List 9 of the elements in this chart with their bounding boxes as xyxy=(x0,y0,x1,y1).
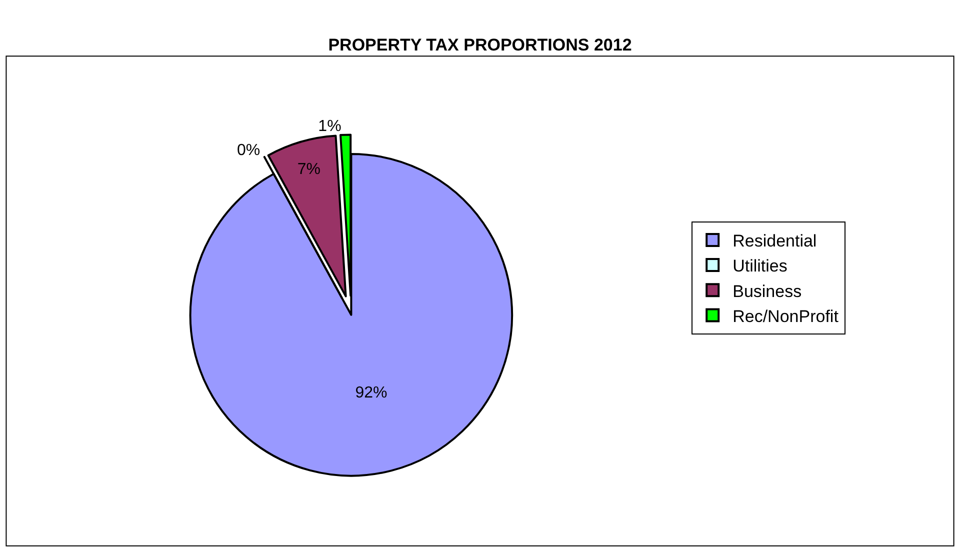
chart-title: PROPERTY TAX PROPORTIONS 2012 xyxy=(328,36,632,55)
text: 0% xyxy=(237,142,260,159)
data-label: 1% xyxy=(318,118,342,135)
legend-label: Business xyxy=(732,282,802,301)
legend-label: Utilities xyxy=(732,256,788,276)
data-label: 7% xyxy=(297,161,321,178)
legend-label: Rec/NonProfit xyxy=(732,306,839,326)
data-label: 92% xyxy=(355,384,388,402)
legend-label: Residential xyxy=(732,232,817,251)
